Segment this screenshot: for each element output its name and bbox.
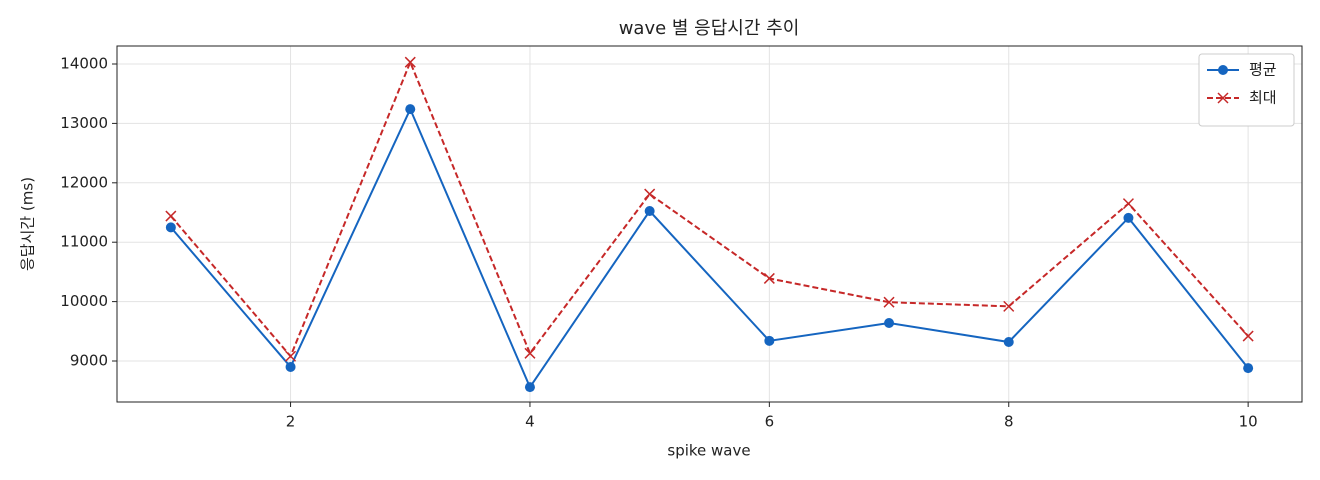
marker bbox=[763, 272, 775, 284]
y-tick-label: 11000 bbox=[60, 233, 108, 251]
marker bbox=[1123, 212, 1134, 223]
marker bbox=[1003, 300, 1015, 312]
x-axis-label: spike wave bbox=[667, 442, 750, 460]
x-tick-label: 2 bbox=[286, 413, 296, 431]
x-tick-label: 8 bbox=[1004, 413, 1014, 431]
legend-marker bbox=[1217, 92, 1229, 104]
marker bbox=[524, 382, 535, 393]
legend-label: 평균 bbox=[1249, 61, 1277, 79]
y-tick-label: 14000 bbox=[60, 54, 108, 72]
chart-title: wave 별 응답시간 추이 bbox=[619, 18, 800, 39]
x-tick-label: 10 bbox=[1239, 413, 1258, 431]
legend-label: 최대 bbox=[1249, 89, 1277, 107]
y-tick-label: 12000 bbox=[60, 173, 108, 191]
legend-marker bbox=[1218, 65, 1228, 75]
legend-box bbox=[1198, 53, 1295, 127]
x-tick-label: 4 bbox=[525, 413, 535, 431]
y-tick-label: 10000 bbox=[60, 292, 108, 310]
marker bbox=[644, 188, 656, 200]
marker bbox=[764, 335, 775, 346]
plot-frame bbox=[116, 45, 1303, 403]
marker bbox=[884, 317, 895, 328]
y-tick-label: 13000 bbox=[60, 114, 108, 132]
x-tick-label: 6 bbox=[765, 413, 775, 431]
marker bbox=[165, 222, 176, 233]
marker bbox=[285, 350, 297, 362]
marker bbox=[644, 206, 655, 217]
series-line bbox=[170, 59, 1249, 359]
marker bbox=[404, 56, 416, 68]
series-line bbox=[170, 106, 1249, 390]
marker bbox=[1003, 337, 1014, 348]
marker bbox=[883, 296, 895, 308]
marker bbox=[1242, 330, 1254, 342]
marker bbox=[524, 347, 536, 359]
marker bbox=[405, 104, 416, 115]
marker bbox=[1243, 363, 1254, 374]
marker bbox=[1122, 198, 1134, 210]
marker bbox=[285, 361, 296, 372]
y-tick-label: 9000 bbox=[70, 352, 108, 370]
marker bbox=[165, 210, 177, 222]
y-axis-label: 응답시간 (ms) bbox=[19, 177, 37, 271]
